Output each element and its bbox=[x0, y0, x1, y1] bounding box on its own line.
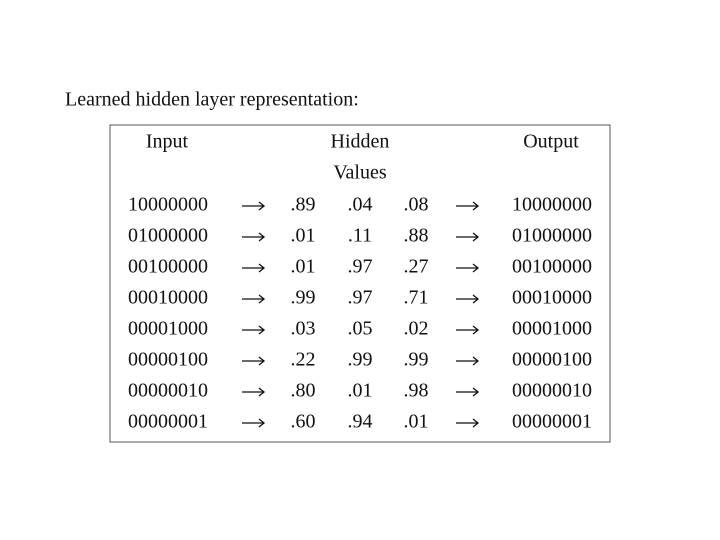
arrow bbox=[242, 325, 266, 335]
arrow bbox=[456, 201, 480, 211]
input-cell: 00000100 bbox=[128, 349, 208, 371]
hidden-cell: .97 bbox=[348, 256, 373, 278]
hidden-cell: .99 bbox=[291, 287, 316, 309]
arrow bbox=[242, 263, 266, 273]
header-output: Output bbox=[523, 131, 579, 153]
title: Learned hidden layer representation: bbox=[65, 89, 359, 111]
arrow bbox=[456, 294, 480, 304]
hidden-cell: .27 bbox=[404, 256, 429, 278]
hidden-cell: .71 bbox=[404, 287, 429, 309]
hidden-cell: .01 bbox=[291, 256, 316, 278]
output-cell: 00000010 bbox=[512, 380, 592, 402]
arrow bbox=[456, 263, 480, 273]
output-cell: 01000000 bbox=[512, 225, 592, 247]
arrow bbox=[456, 356, 480, 366]
hidden-cell: .97 bbox=[348, 287, 373, 309]
hidden-cell: .05 bbox=[348, 318, 373, 340]
table-border bbox=[109, 124, 611, 443]
hidden-cell: .01 bbox=[404, 411, 429, 433]
hidden-cell: .88 bbox=[404, 225, 429, 247]
input-cell: 00100000 bbox=[128, 256, 208, 278]
arrow bbox=[456, 418, 480, 428]
arrow bbox=[242, 294, 266, 304]
input-cell: 10000000 bbox=[128, 194, 208, 216]
input-cell: 01000000 bbox=[128, 225, 208, 247]
output-cell: 10000000 bbox=[512, 194, 592, 216]
arrow bbox=[456, 232, 480, 242]
hidden-cell: .60 bbox=[291, 411, 316, 433]
hidden-cell: .80 bbox=[291, 380, 316, 402]
arrow bbox=[242, 356, 266, 366]
arrow bbox=[242, 387, 266, 397]
input-cell: 00000001 bbox=[128, 411, 208, 433]
arrow bbox=[242, 418, 266, 428]
hidden-cell: .02 bbox=[404, 318, 429, 340]
hidden-cell: .03 bbox=[291, 318, 316, 340]
output-cell: 00010000 bbox=[512, 287, 592, 309]
input-cell: 00001000 bbox=[128, 318, 208, 340]
hidden-cell: .99 bbox=[404, 349, 429, 371]
hidden-cell: .22 bbox=[291, 349, 316, 371]
arrow bbox=[456, 325, 480, 335]
header-input: Input bbox=[146, 131, 189, 153]
arrow bbox=[242, 232, 266, 242]
input-cell: 00010000 bbox=[128, 287, 208, 309]
hidden-cell: .01 bbox=[291, 225, 316, 247]
hidden-cell: .01 bbox=[348, 380, 373, 402]
output-cell: 00000001 bbox=[512, 411, 592, 433]
hidden-cell: .99 bbox=[348, 349, 373, 371]
hidden-cell: .04 bbox=[348, 194, 373, 216]
output-cell: 00100000 bbox=[512, 256, 592, 278]
input-cell: 00000010 bbox=[128, 380, 208, 402]
arrow bbox=[456, 387, 480, 397]
header-hidden: Hidden bbox=[331, 131, 390, 153]
hidden-cell: .89 bbox=[291, 194, 316, 216]
hidden-cell: .11 bbox=[348, 225, 372, 247]
hidden-cell: .08 bbox=[404, 194, 429, 216]
header-values: Values bbox=[333, 162, 387, 184]
hidden-cell: .98 bbox=[404, 380, 429, 402]
output-cell: 00000100 bbox=[512, 349, 592, 371]
hidden-cell: .94 bbox=[348, 411, 373, 433]
output-cell: 00001000 bbox=[512, 318, 592, 340]
arrow bbox=[242, 201, 266, 211]
